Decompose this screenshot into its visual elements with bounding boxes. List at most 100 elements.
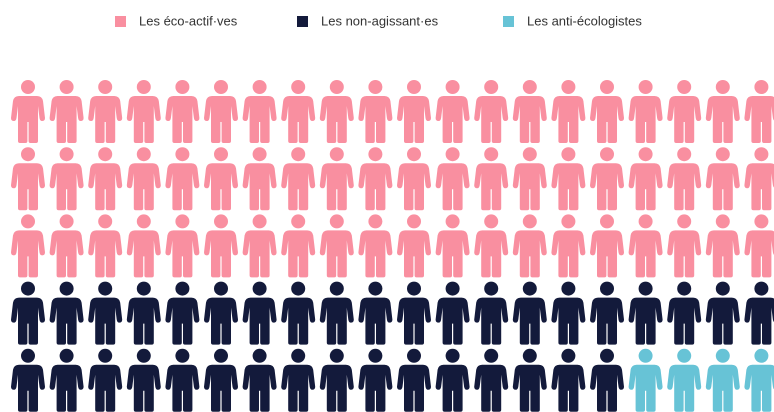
person-icon xyxy=(242,281,277,345)
person-icon xyxy=(88,348,123,412)
person-icon xyxy=(11,147,45,211)
person-icon xyxy=(628,214,663,278)
person-icon xyxy=(590,80,624,143)
person-icon xyxy=(551,281,586,345)
person-icon xyxy=(358,281,393,345)
person-icon xyxy=(11,214,45,278)
person-icon xyxy=(11,80,45,143)
person-icon xyxy=(319,214,354,278)
person-icon xyxy=(435,281,470,345)
legend-label: Les non-agissant·es xyxy=(321,13,439,28)
person-icon xyxy=(165,348,200,412)
person-icon xyxy=(551,348,586,412)
legend-item: Les non-agissant·es xyxy=(297,13,439,28)
person-icon xyxy=(474,348,509,412)
person-icon xyxy=(126,348,161,412)
person-icon xyxy=(397,147,431,211)
person-icon xyxy=(474,147,509,211)
legend-label: Les éco-actif·ves xyxy=(139,13,238,28)
person-icon xyxy=(744,348,774,412)
person-icon xyxy=(705,80,740,143)
person-icon xyxy=(319,147,354,211)
person-icon xyxy=(705,281,740,345)
person-icon xyxy=(667,147,702,211)
person-icon xyxy=(204,147,238,211)
person-icon xyxy=(88,147,123,211)
legend-swatch xyxy=(297,16,308,27)
person-icon xyxy=(628,348,663,412)
legend-item: Les éco-actif·ves xyxy=(115,13,238,28)
person-icon xyxy=(242,80,277,143)
person-icon xyxy=(165,147,200,211)
person-icon xyxy=(281,281,316,345)
person-icon xyxy=(628,80,663,143)
person-icon xyxy=(667,214,702,278)
person-icon xyxy=(435,147,470,211)
person-icon xyxy=(358,348,393,412)
person-icon xyxy=(590,214,624,278)
person-icon xyxy=(590,348,624,412)
person-icon xyxy=(319,80,354,143)
person-icon xyxy=(11,348,45,412)
person-icon xyxy=(49,147,84,211)
person-icon xyxy=(474,80,509,143)
person-icon xyxy=(435,80,470,143)
person-icon xyxy=(667,348,702,412)
person-icon xyxy=(435,214,470,278)
person-icon xyxy=(397,214,431,278)
person-icon xyxy=(319,281,354,345)
person-icon xyxy=(512,214,547,278)
person-icon xyxy=(88,80,123,143)
person-icon xyxy=(242,214,277,278)
person-icon xyxy=(744,214,774,278)
person-icon xyxy=(705,147,740,211)
person-icon xyxy=(628,281,663,345)
person-icon xyxy=(551,214,586,278)
person-icon xyxy=(242,348,277,412)
person-icon xyxy=(88,281,123,345)
person-icon xyxy=(551,147,586,211)
person-icon xyxy=(204,281,238,345)
person-icon xyxy=(397,348,431,412)
person-icon xyxy=(49,214,84,278)
person-icon xyxy=(512,80,547,143)
person-icon xyxy=(512,147,547,211)
legend-swatch xyxy=(503,16,514,27)
person-icon xyxy=(435,348,470,412)
person-icon xyxy=(744,281,774,345)
person-icon xyxy=(49,348,84,412)
person-icon xyxy=(242,147,277,211)
person-icon xyxy=(705,348,740,412)
person-icon xyxy=(319,348,354,412)
person-icon xyxy=(667,281,702,345)
person-icon xyxy=(49,281,84,345)
person-icon xyxy=(126,147,161,211)
person-icon xyxy=(474,214,509,278)
person-icon xyxy=(628,147,663,211)
person-icon xyxy=(551,80,586,143)
person-icon xyxy=(126,281,161,345)
legend-item: Les anti-écologistes xyxy=(503,13,642,28)
person-icon xyxy=(744,147,774,211)
person-icon xyxy=(126,214,161,278)
person-icon xyxy=(358,80,393,143)
person-icon xyxy=(204,348,238,412)
person-icon xyxy=(474,281,509,345)
person-icon xyxy=(281,214,316,278)
legend-swatch xyxy=(115,16,126,27)
person-icon xyxy=(49,80,84,143)
person-icon xyxy=(590,281,624,345)
person-icon xyxy=(126,80,161,143)
person-icon xyxy=(397,80,431,143)
person-icon xyxy=(705,214,740,278)
person-icon xyxy=(281,80,316,143)
person-icon xyxy=(204,80,238,143)
legend-label: Les anti-écologistes xyxy=(527,13,642,28)
person-icon xyxy=(667,80,702,143)
person-icon xyxy=(744,80,774,143)
person-icon xyxy=(358,147,393,211)
person-icon xyxy=(590,147,624,211)
person-icon xyxy=(397,281,431,345)
person-icon xyxy=(358,214,393,278)
